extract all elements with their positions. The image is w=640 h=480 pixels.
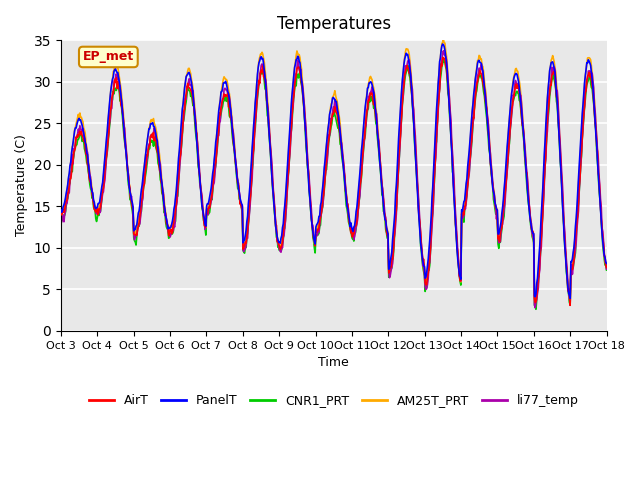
li77_temp (179, 129, 186, 134)
AirT (123, 158, 131, 164)
CNR1_PRT (207, 194, 215, 200)
Title: Temperatures: Temperatures (276, 15, 391, 33)
AM25T_PRT (123, 158, 131, 164)
li77_temp (440, 48, 447, 54)
CNR1_PRT (57, 214, 65, 219)
li77_temp (123, 156, 131, 162)
PanelT (123, 161, 131, 167)
AM25T_PRT (67, 159, 75, 165)
PanelT (179, 106, 186, 112)
li77_temp (603, 266, 611, 272)
AM25T_PRT (400, 61, 408, 67)
CNR1_PRT (603, 267, 611, 273)
AirT (603, 264, 611, 270)
AM25T_PRT (416, 224, 424, 229)
PanelT (57, 207, 65, 213)
li77_temp (207, 199, 215, 204)
X-axis label: Time: Time (318, 356, 349, 369)
AirT (416, 220, 424, 226)
AirT (67, 176, 75, 181)
AirT (179, 130, 186, 136)
AM25T_PRT (57, 211, 65, 217)
PanelT (566, 296, 574, 301)
Line: CNR1_PRT: CNR1_PRT (61, 60, 607, 309)
Text: EP_met: EP_met (83, 50, 134, 63)
CNR1_PRT (179, 132, 186, 138)
AM25T_PRT (440, 36, 447, 42)
AM25T_PRT (603, 264, 611, 269)
li77_temp (67, 173, 75, 179)
PanelT (67, 159, 75, 165)
CNR1_PRT (416, 226, 424, 232)
Line: AirT: AirT (61, 58, 607, 305)
PanelT (400, 61, 408, 67)
Y-axis label: Temperature (C): Temperature (C) (15, 134, 28, 237)
PanelT (603, 261, 611, 266)
AirT (400, 83, 408, 88)
li77_temp (400, 77, 408, 83)
li77_temp (57, 219, 65, 225)
AM25T_PRT (179, 110, 186, 116)
CNR1_PRT (123, 159, 131, 165)
CNR1_PRT (440, 57, 447, 62)
PanelT (416, 228, 424, 233)
PanelT (439, 41, 447, 47)
li77_temp (531, 305, 539, 311)
AirT (566, 302, 574, 308)
PanelT (207, 185, 215, 191)
AirT (439, 55, 447, 60)
AM25T_PRT (207, 192, 215, 197)
Legend: AirT, PanelT, CNR1_PRT, AM25T_PRT, li77_temp: AirT, PanelT, CNR1_PRT, AM25T_PRT, li77_… (84, 389, 584, 412)
CNR1_PRT (400, 85, 408, 91)
CNR1_PRT (532, 306, 540, 312)
Line: li77_temp: li77_temp (61, 51, 607, 308)
Line: AM25T_PRT: AM25T_PRT (61, 39, 607, 300)
AM25T_PRT (531, 298, 538, 303)
AirT (57, 210, 65, 216)
li77_temp (416, 218, 424, 224)
CNR1_PRT (67, 169, 75, 175)
Line: PanelT: PanelT (61, 44, 607, 299)
AirT (207, 195, 215, 201)
